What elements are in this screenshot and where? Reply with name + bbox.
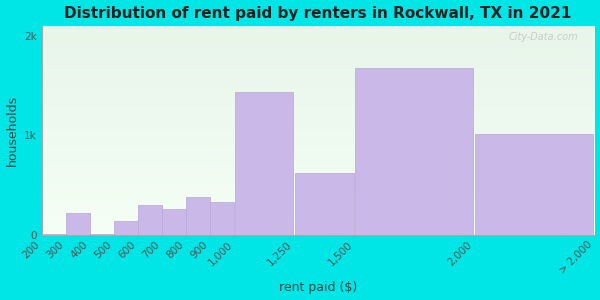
Bar — [355, 68, 473, 235]
Y-axis label: households: households — [5, 95, 19, 166]
Bar — [162, 209, 185, 235]
Text: City-Data.com: City-Data.com — [508, 32, 578, 42]
Bar — [186, 197, 210, 235]
Bar — [475, 134, 593, 235]
Bar — [235, 92, 293, 235]
Bar — [114, 221, 137, 235]
Bar — [90, 234, 113, 235]
Bar — [42, 234, 65, 235]
X-axis label: rent paid ($): rent paid ($) — [279, 281, 357, 294]
Bar — [66, 213, 89, 235]
Bar — [295, 173, 353, 235]
Bar — [138, 205, 161, 235]
Bar — [210, 202, 234, 235]
Title: Distribution of rent paid by renters in Rockwall, TX in 2021: Distribution of rent paid by renters in … — [64, 6, 572, 21]
